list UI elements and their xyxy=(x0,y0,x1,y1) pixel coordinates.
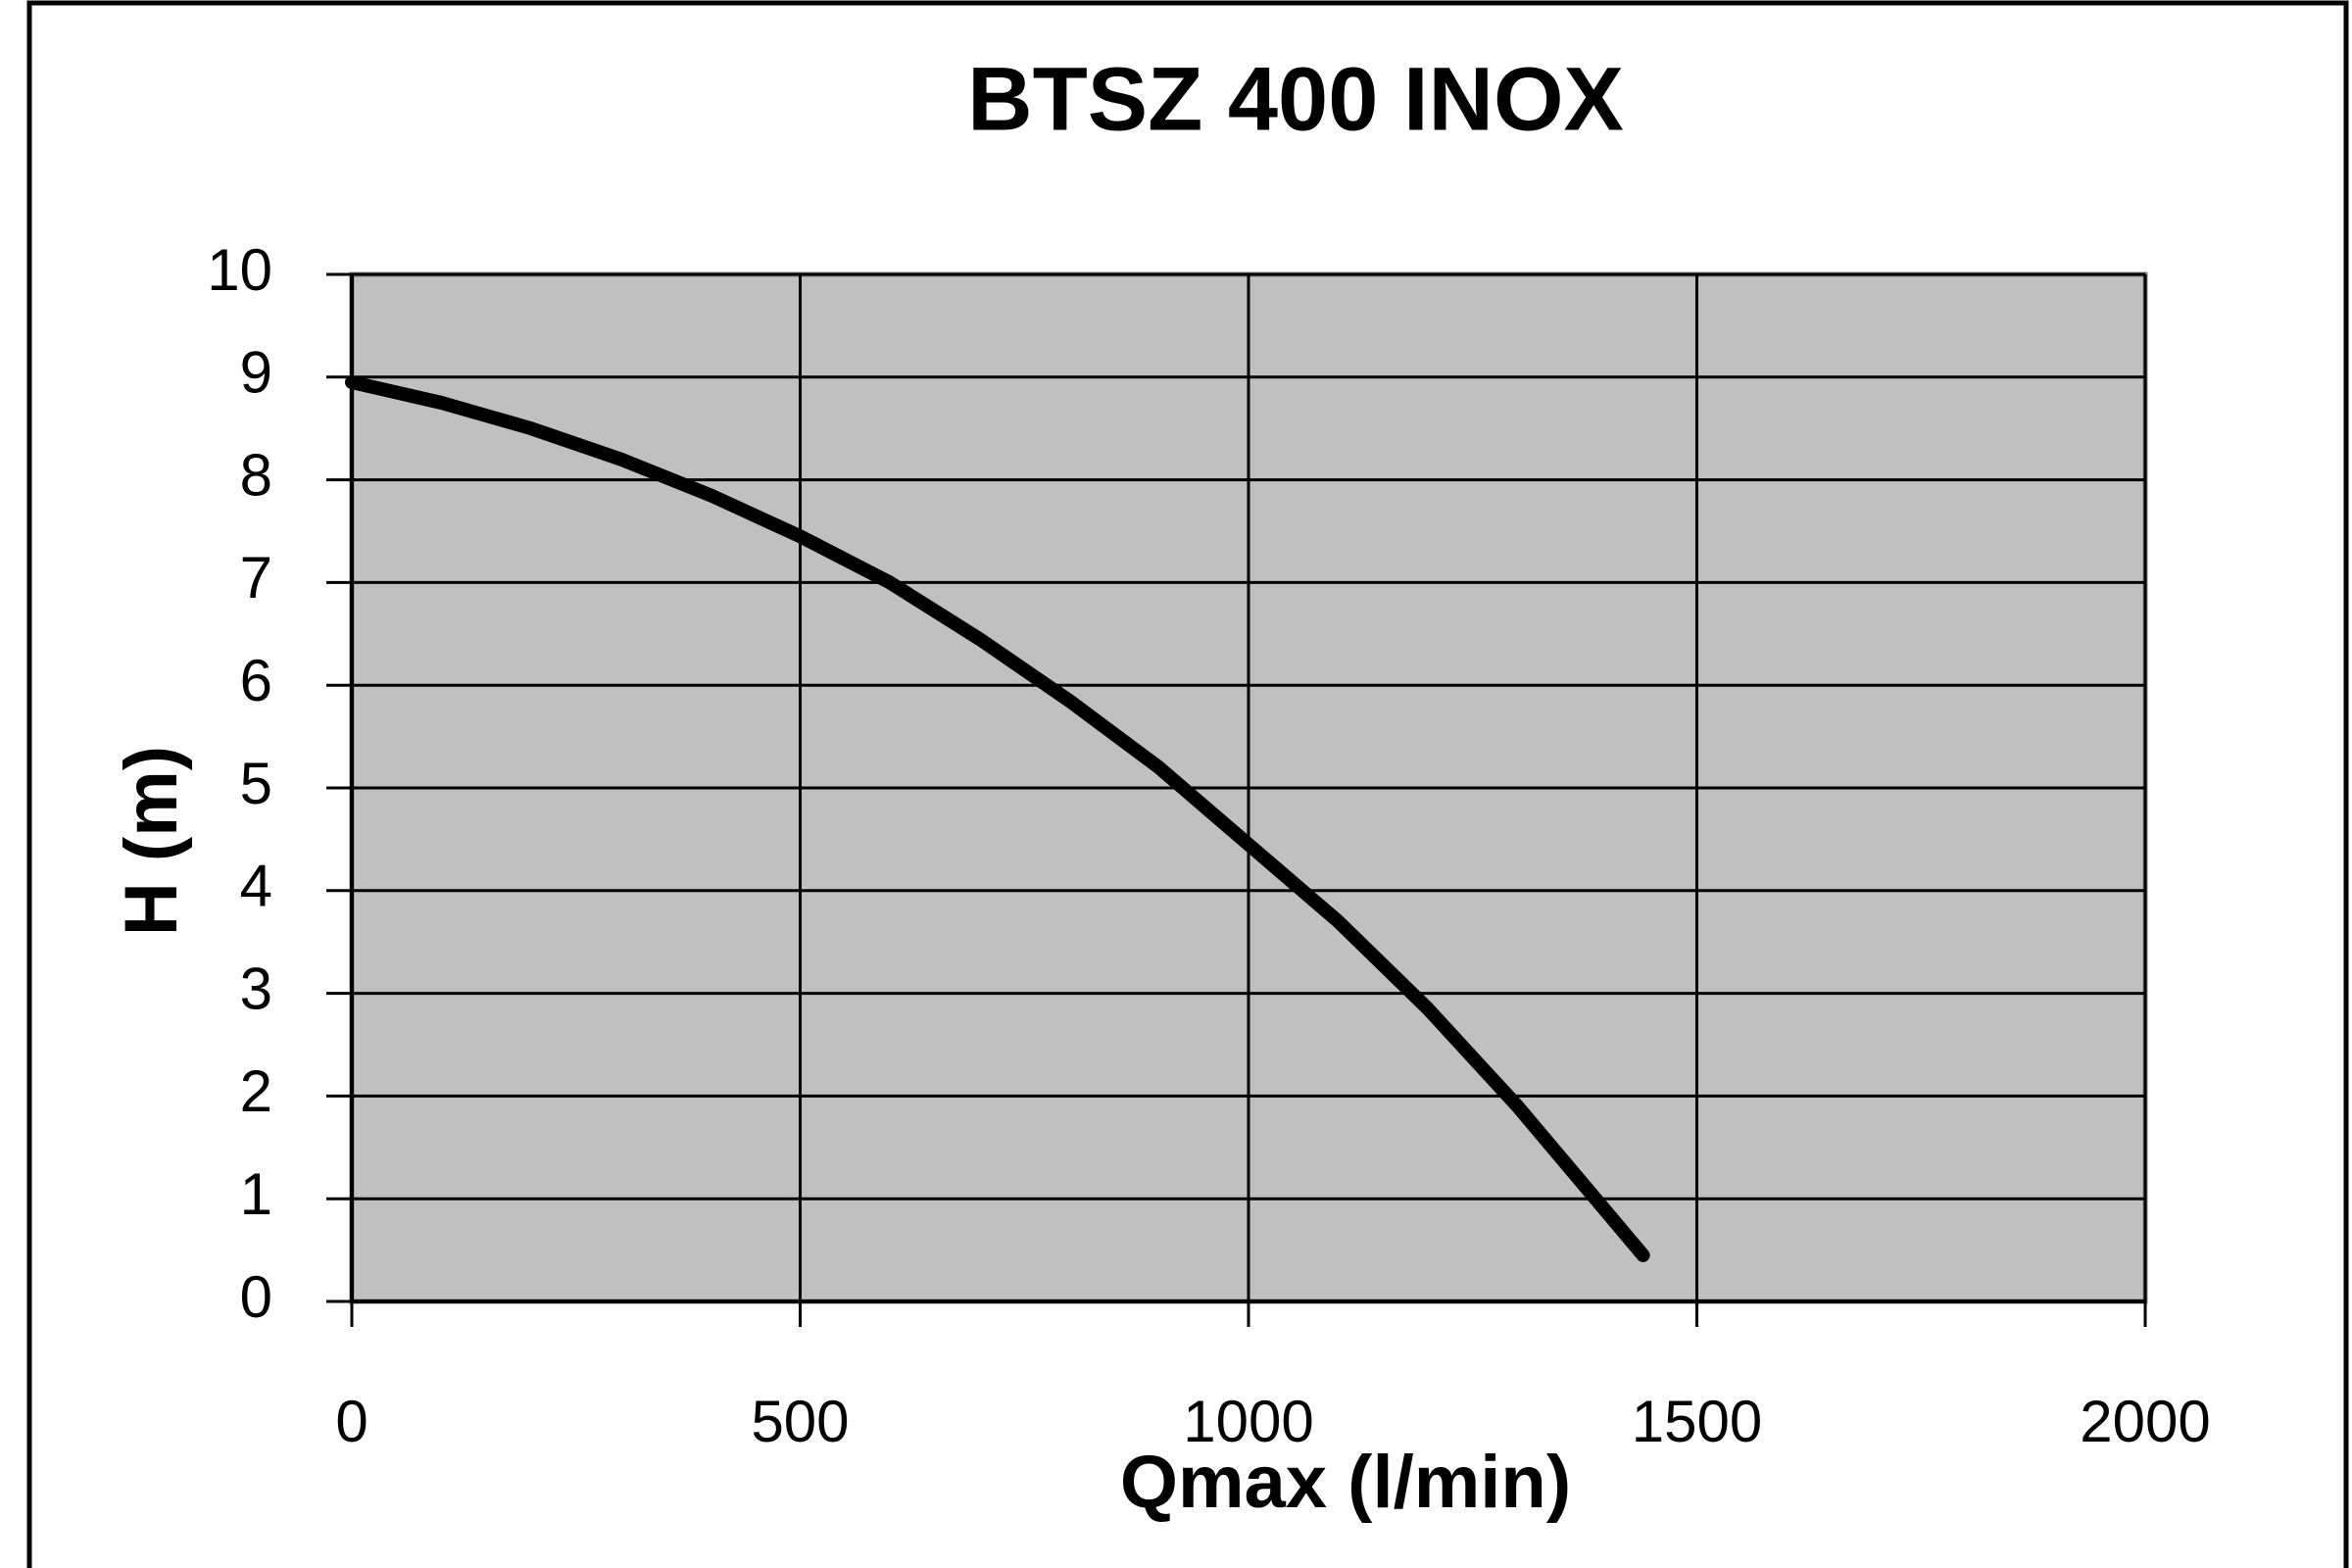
y-tick-label: 7 xyxy=(240,545,272,611)
x-tick-label: 0 xyxy=(335,1389,368,1454)
data-line xyxy=(345,375,1650,1262)
y-tick-label: 3 xyxy=(240,956,272,1021)
x-tick-label: 1000 xyxy=(1183,1389,1313,1454)
y-tick-label: 4 xyxy=(240,854,272,919)
y-tick-label: 6 xyxy=(240,648,272,713)
y-tick-label: 2 xyxy=(240,1058,272,1124)
y-axis-label: H (m) xyxy=(110,746,193,936)
x-tick-label: 1500 xyxy=(1632,1389,1762,1454)
y-tick-label: 0 xyxy=(240,1264,272,1330)
y-tick-label: 1 xyxy=(240,1161,272,1227)
x-axis-label: Qmax (l/min) xyxy=(1120,1441,1571,1524)
y-tick-label: 8 xyxy=(240,442,272,508)
y-tick-label: 10 xyxy=(207,237,272,303)
x-tick-label: 500 xyxy=(751,1389,849,1454)
x-tick-label: 2000 xyxy=(2080,1389,2210,1454)
chart-title: BTSZ 400 INOX xyxy=(967,49,1624,149)
y-tick-label: 5 xyxy=(240,751,272,816)
y-tick-label: 9 xyxy=(240,340,272,406)
